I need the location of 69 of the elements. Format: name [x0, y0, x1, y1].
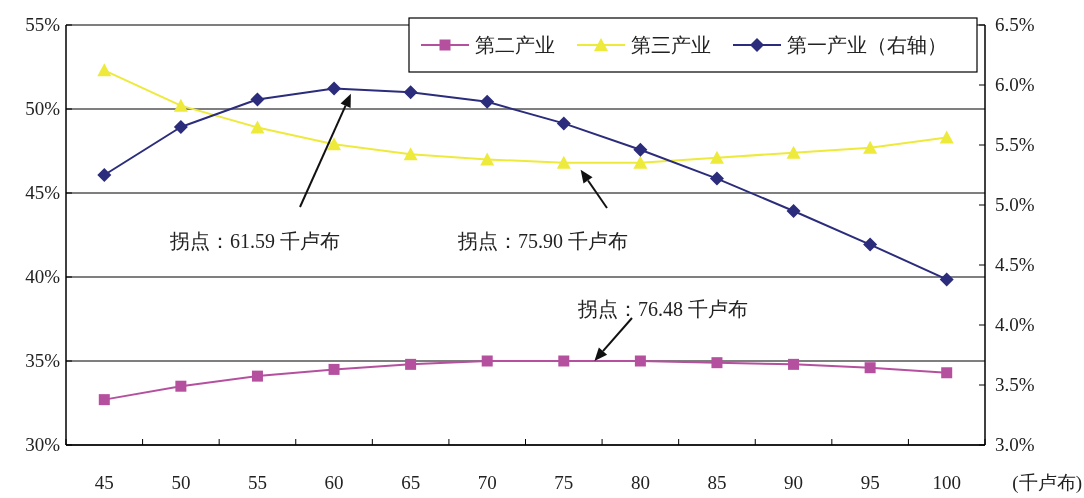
point [633, 142, 648, 157]
point [250, 92, 265, 107]
x-tick-label: 70 [477, 472, 497, 493]
point [709, 171, 724, 186]
point [327, 137, 342, 151]
x-tick-label: 85 [707, 472, 727, 493]
x-tick-label: 75 [554, 472, 574, 493]
point [250, 120, 265, 134]
point [786, 204, 801, 218]
point [863, 237, 878, 252]
point [327, 81, 342, 96]
point [403, 147, 418, 161]
point [939, 130, 954, 144]
point [480, 94, 495, 109]
x-tick-label: 55 [247, 472, 267, 493]
y-tick-label: 30% [25, 434, 61, 455]
x-tick-label: 50 [171, 472, 191, 493]
point [556, 116, 571, 131]
point [175, 380, 187, 392]
point [97, 168, 112, 182]
y-tick-label: 45% [25, 182, 61, 203]
x-tick-label: 65 [401, 472, 421, 493]
point [481, 355, 493, 367]
y-tick-label: 55% [25, 14, 61, 35]
legend-label: 第一产业（右轴） [787, 34, 947, 56]
y2-tick-label: 6.0% [995, 74, 1035, 95]
x-tick-label: 80 [630, 472, 650, 493]
point [173, 98, 188, 112]
point [403, 85, 418, 100]
point [251, 370, 263, 382]
x-tick-label: 60 [324, 472, 344, 493]
annotation: 拐点：61.59 千卢布 [169, 230, 340, 252]
y2-tick-label: 6.5% [995, 14, 1035, 35]
y2-tick-label: 4.0% [995, 314, 1035, 335]
point [864, 362, 876, 374]
point [173, 120, 188, 134]
y2-tick-label: 5.0% [995, 194, 1035, 215]
point [328, 363, 340, 375]
legend-label: 第三产业 [631, 34, 711, 56]
y-tick-label: 35% [25, 350, 61, 371]
point [556, 155, 571, 169]
point [634, 355, 646, 367]
point [711, 357, 723, 369]
x-tick-label: 90 [784, 472, 804, 493]
point [939, 272, 954, 287]
point [863, 140, 878, 154]
point [709, 150, 724, 164]
y2-tick-label: 4.5% [995, 254, 1035, 275]
legend-label: 第二产业 [475, 34, 555, 56]
y-tick-label: 40% [25, 266, 61, 287]
y2-tick-label: 3.0% [995, 434, 1035, 455]
point [786, 145, 801, 159]
point [633, 155, 648, 169]
point [480, 152, 495, 166]
point [98, 394, 110, 406]
point [97, 63, 112, 77]
y2-tick-label: 5.5% [995, 134, 1035, 155]
point [941, 367, 953, 379]
annotation: 拐点：75.90 千卢布 [457, 230, 628, 252]
x-tick-label: 45 [94, 472, 114, 493]
y-tick-label: 50% [25, 98, 61, 119]
x-tick-label: 95 [860, 472, 880, 493]
x-axis-title: (千卢布) [1012, 472, 1082, 494]
x-tick-label: 100 [932, 472, 961, 493]
point [405, 358, 417, 370]
point [788, 358, 800, 370]
point [558, 355, 570, 367]
y2-tick-label: 3.5% [995, 374, 1035, 395]
annotation: 拐点：76.48 千卢布 [577, 298, 748, 320]
